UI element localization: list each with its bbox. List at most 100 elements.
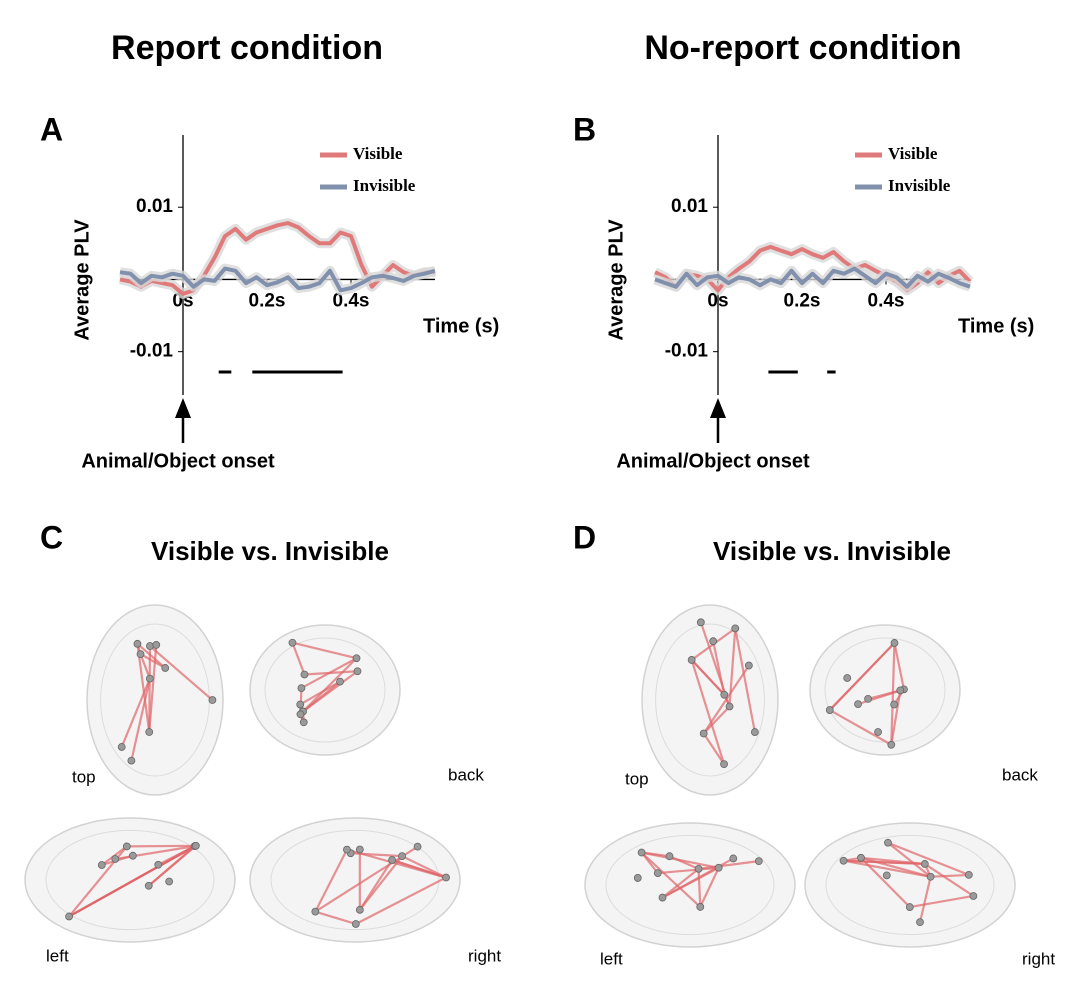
electrode bbox=[864, 694, 872, 703]
connection bbox=[702, 732, 725, 765]
connection bbox=[890, 690, 902, 745]
electrode bbox=[299, 718, 308, 727]
electrode bbox=[65, 912, 73, 921]
connection bbox=[734, 628, 756, 733]
panel-title: Visible vs. Invisible bbox=[713, 536, 951, 566]
electrode bbox=[720, 690, 729, 699]
electrode bbox=[709, 637, 718, 646]
electrode bbox=[964, 871, 973, 879]
electrode bbox=[311, 907, 320, 916]
electrode bbox=[154, 860, 163, 869]
electrode bbox=[665, 852, 674, 861]
connection bbox=[391, 858, 447, 879]
electrode bbox=[191, 841, 200, 850]
brain-outline bbox=[804, 822, 1016, 948]
connection bbox=[149, 645, 214, 701]
x-axis-label: Time (s) bbox=[423, 316, 499, 338]
y-tick-label: 0.01 bbox=[136, 196, 173, 217]
connection bbox=[302, 657, 358, 713]
view-label: top bbox=[625, 769, 649, 788]
connection bbox=[887, 841, 932, 878]
legend-label: Visible bbox=[353, 144, 403, 163]
electrode bbox=[754, 857, 763, 866]
legend-label: Visible bbox=[888, 144, 938, 163]
annotation: Animal/Object onset bbox=[81, 450, 275, 472]
connection bbox=[120, 678, 151, 748]
electrode bbox=[916, 918, 924, 927]
electrode bbox=[843, 674, 852, 682]
electrode bbox=[145, 674, 154, 683]
electrode bbox=[882, 871, 891, 880]
connection bbox=[909, 894, 974, 909]
electrode bbox=[152, 641, 161, 649]
panel-letter: A bbox=[40, 111, 63, 147]
condition-heading: No-report condition bbox=[644, 29, 961, 67]
electrode bbox=[351, 920, 360, 928]
view-label: back bbox=[1002, 765, 1038, 784]
electrode bbox=[750, 728, 759, 736]
connection bbox=[843, 859, 925, 866]
electrode bbox=[388, 856, 397, 864]
electrode bbox=[896, 686, 905, 695]
connection bbox=[697, 868, 702, 907]
series-line bbox=[654, 266, 971, 289]
electrode bbox=[144, 881, 153, 890]
electrode bbox=[890, 639, 899, 647]
electrode bbox=[300, 670, 309, 679]
electrode bbox=[969, 892, 978, 900]
electrode bbox=[729, 854, 738, 863]
electrode bbox=[398, 852, 406, 861]
electrode bbox=[127, 756, 136, 765]
electrode bbox=[926, 872, 935, 881]
brain-outline bbox=[249, 817, 461, 943]
connection bbox=[893, 642, 906, 690]
connection bbox=[126, 844, 196, 848]
brain-outline bbox=[584, 822, 796, 948]
electrode bbox=[296, 700, 305, 709]
electrode bbox=[887, 740, 896, 749]
electrode bbox=[857, 853, 865, 862]
electrode bbox=[854, 700, 862, 709]
electrode bbox=[696, 903, 705, 911]
x-tick-label: 0s bbox=[707, 290, 728, 311]
connection bbox=[68, 844, 197, 918]
electrode bbox=[658, 893, 667, 902]
electrode bbox=[355, 845, 364, 854]
panel-letter: D bbox=[573, 519, 596, 555]
connection bbox=[887, 841, 970, 876]
electrode bbox=[343, 845, 351, 854]
connection bbox=[401, 855, 447, 879]
electrode bbox=[825, 706, 834, 714]
brain-inner bbox=[264, 637, 386, 743]
electrode bbox=[731, 624, 740, 633]
connection bbox=[843, 859, 931, 878]
panel-letter: C bbox=[40, 519, 63, 555]
electrode bbox=[874, 728, 882, 736]
y-tick-label: 0.01 bbox=[671, 196, 708, 217]
x-axis-label: Time (s) bbox=[958, 316, 1034, 338]
view-label: left bbox=[46, 946, 69, 965]
electrode bbox=[288, 638, 297, 647]
connection bbox=[136, 642, 166, 669]
brain-inner bbox=[605, 834, 775, 936]
electrode bbox=[353, 667, 362, 676]
electrode bbox=[97, 861, 106, 869]
connection bbox=[918, 876, 932, 923]
electrode bbox=[111, 855, 120, 863]
electrode bbox=[145, 728, 154, 736]
electrode bbox=[442, 873, 450, 882]
electrode bbox=[920, 860, 929, 868]
connection bbox=[157, 845, 196, 866]
y-axis-label: Average PLV bbox=[71, 219, 93, 341]
onset-arrow-head bbox=[175, 398, 191, 418]
electrode bbox=[699, 729, 708, 738]
connection bbox=[890, 642, 896, 745]
electrode bbox=[720, 760, 728, 769]
connection bbox=[148, 644, 158, 733]
electrode bbox=[297, 684, 306, 692]
electrode bbox=[355, 905, 364, 914]
connection bbox=[148, 845, 196, 887]
electrode bbox=[133, 639, 142, 648]
electrode bbox=[653, 869, 662, 877]
connection bbox=[291, 642, 306, 675]
